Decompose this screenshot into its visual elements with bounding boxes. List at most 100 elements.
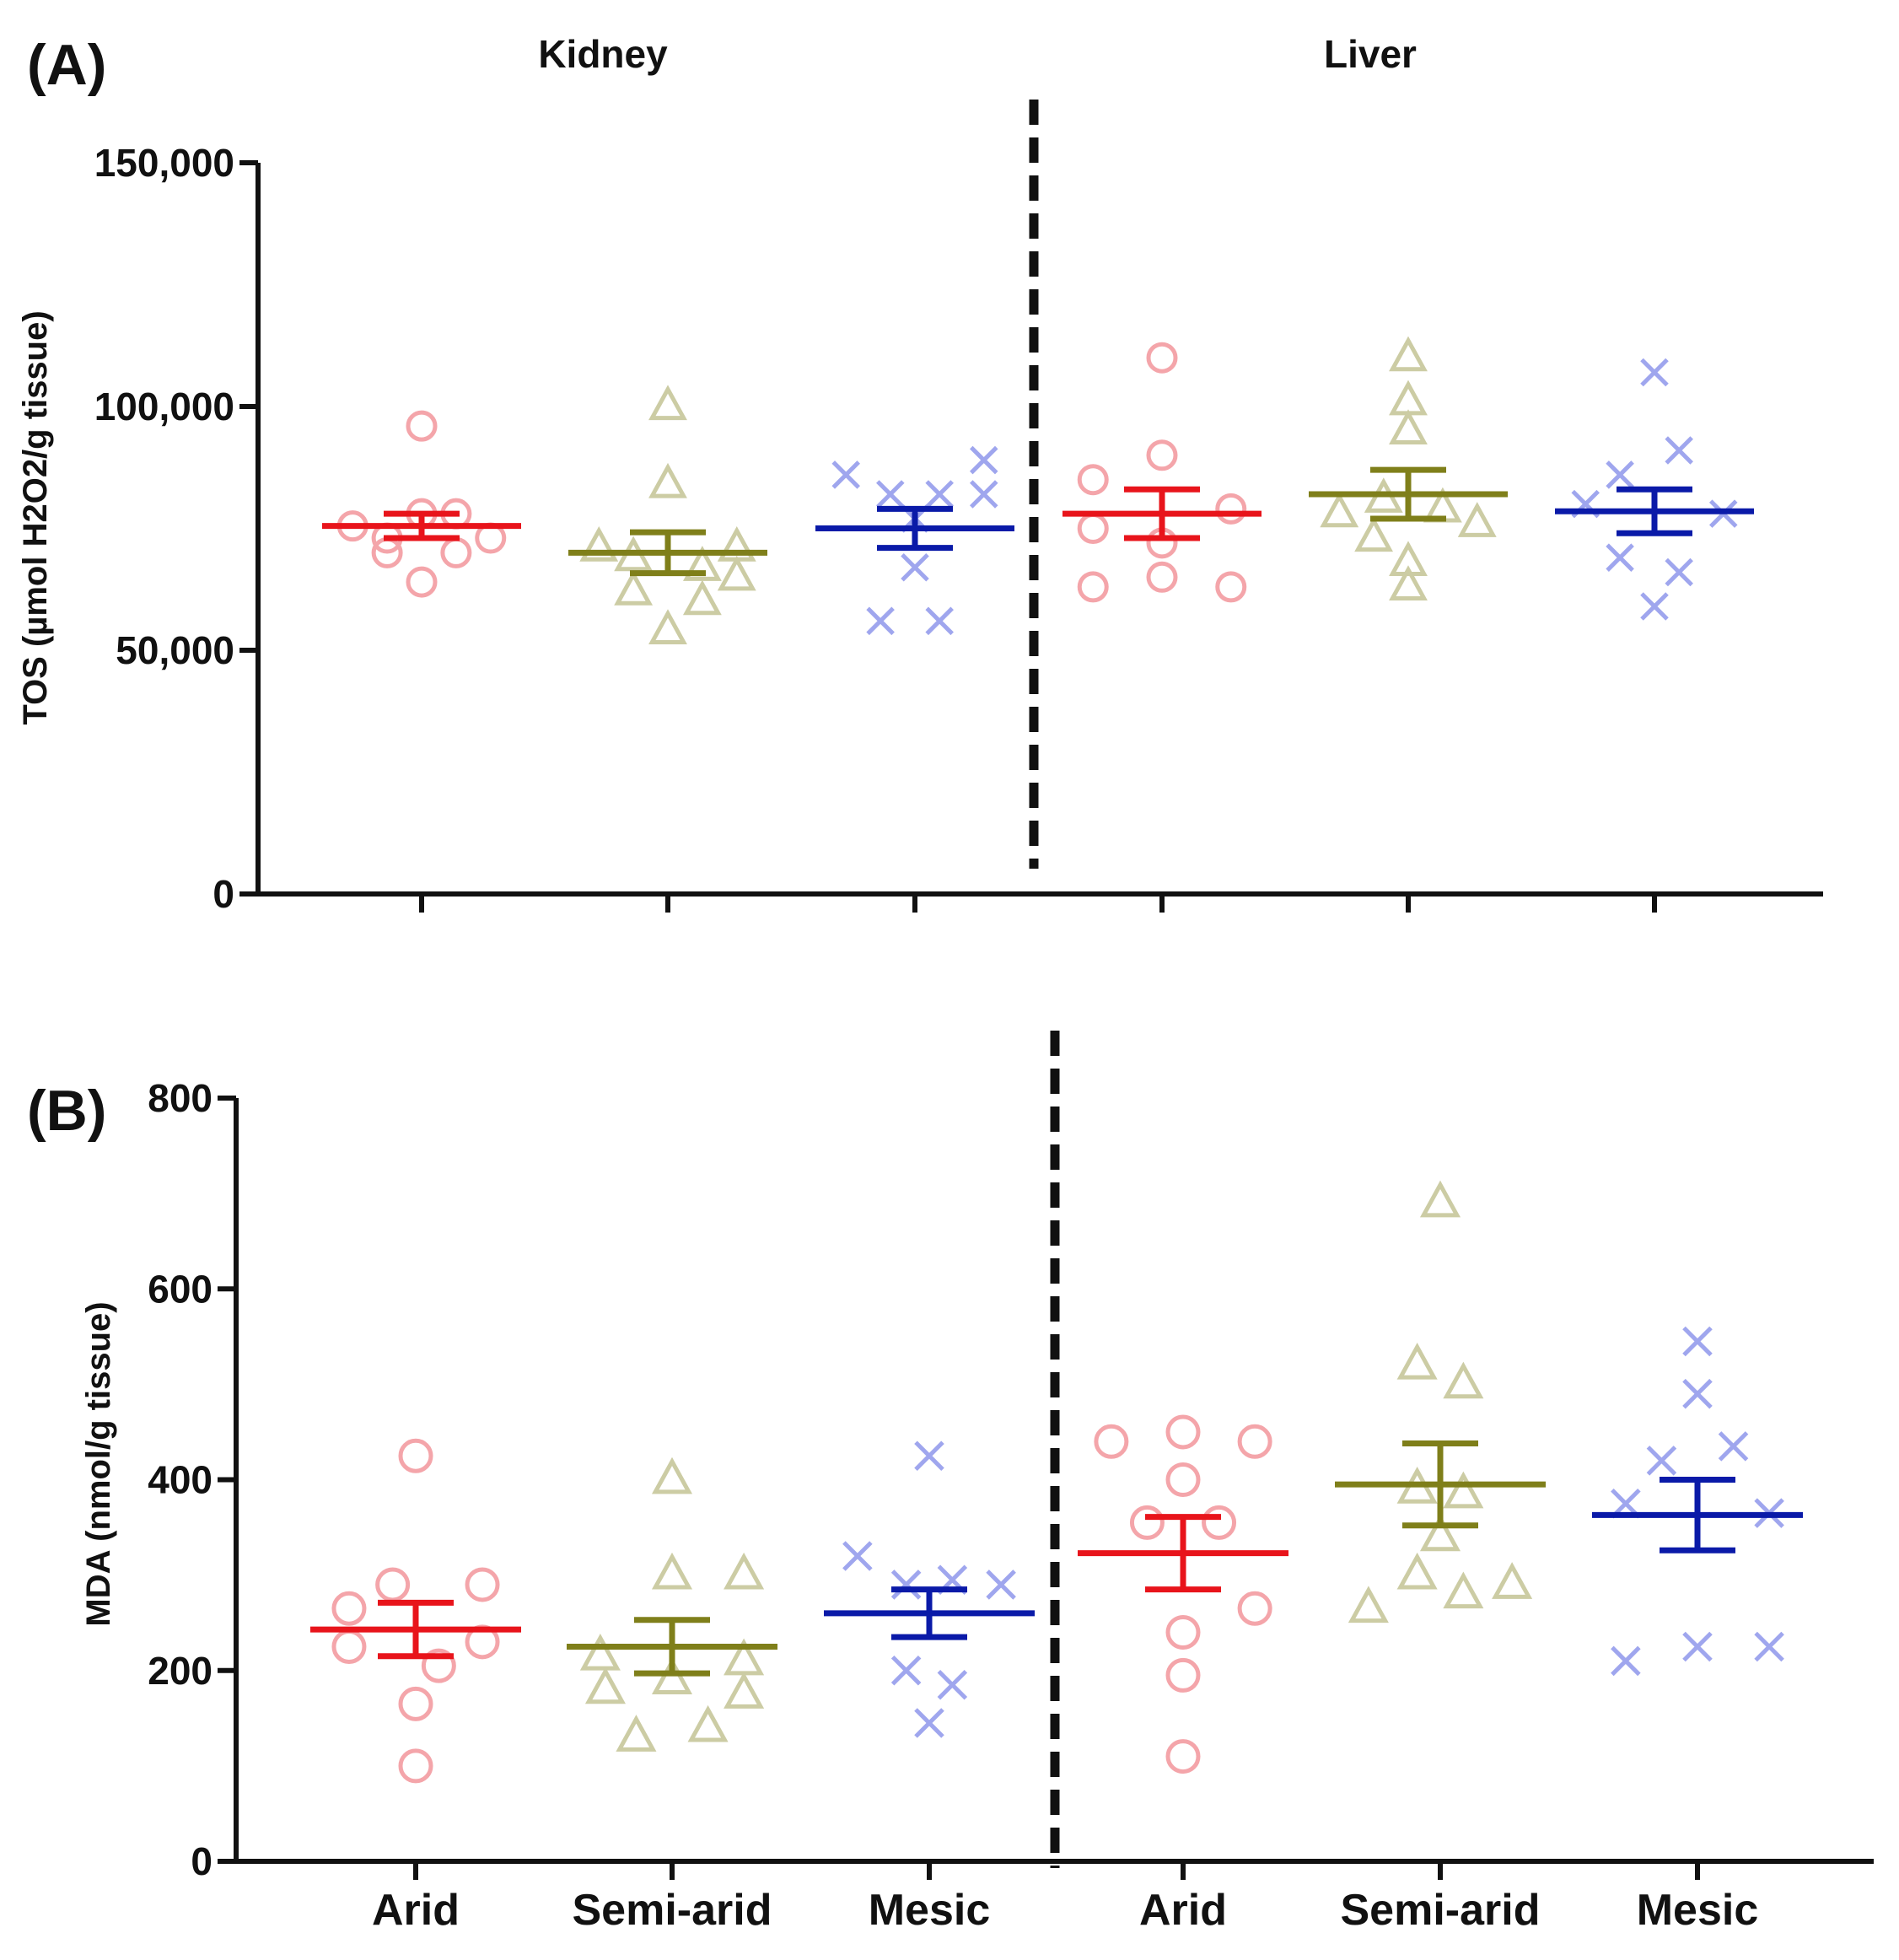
data-point-kidney-semi-arid bbox=[651, 1457, 693, 1494]
data-point-liver-arid bbox=[1215, 571, 1247, 603]
x-category-label: Semi-arid bbox=[573, 1886, 772, 1935]
data-point-kidney-semi-arid bbox=[648, 385, 687, 421]
data-point-liver-arid bbox=[1165, 1414, 1201, 1450]
data-point-kidney-arid bbox=[331, 1591, 367, 1626]
data-point-kidney-mesic bbox=[969, 480, 998, 509]
data-point-liver-arid bbox=[1165, 1657, 1201, 1693]
x-category-label: Arid bbox=[372, 1886, 460, 1935]
data-point-liver-arid bbox=[1077, 464, 1109, 496]
data-point-kidney-semi-arid bbox=[648, 462, 687, 498]
data-point-liver-semi-arid bbox=[1389, 409, 1428, 444]
data-point-kidney-arid bbox=[375, 1567, 411, 1602]
data-point-kidney-semi-arid bbox=[724, 1552, 765, 1590]
data-point-liver-semi-arid bbox=[1443, 1571, 1484, 1609]
data-point-liver-mesic bbox=[1682, 1326, 1713, 1357]
data-point-liver-mesic bbox=[1682, 1631, 1713, 1662]
y-tick-label: 200 bbox=[148, 1649, 212, 1693]
data-point-kidney-mesic bbox=[925, 606, 954, 636]
y-tick-label: 50,000 bbox=[116, 628, 234, 672]
x-category-label: Mesic bbox=[869, 1886, 991, 1935]
data-point-liver-mesic bbox=[1640, 592, 1669, 621]
data-point-kidney-arid bbox=[465, 1567, 500, 1602]
data-point-kidney-semi-arid bbox=[717, 555, 756, 591]
data-point-kidney-arid bbox=[406, 410, 438, 442]
data-point-liver-semi-arid bbox=[1396, 1552, 1438, 1590]
panel-a-tos-chart: (A) Kidney Liver 0 50,000 100,000 150,000 TOS (… bbox=[17, 32, 1823, 916]
data-point-liver-semi-arid bbox=[1492, 1562, 1533, 1599]
data-point-liver-arid bbox=[1146, 439, 1178, 471]
data-point-kidney-mesic bbox=[925, 480, 954, 509]
data-point-kidney-mesic bbox=[831, 460, 861, 489]
y-tick-label: 0 bbox=[191, 1839, 212, 1883]
data-point-liver-mesic bbox=[1682, 1378, 1713, 1409]
data-point-liver-semi-arid bbox=[1389, 336, 1428, 372]
y-tick-label: 600 bbox=[148, 1267, 212, 1311]
data-point-liver-arid bbox=[1165, 1739, 1201, 1774]
data-point-kidney-mesic bbox=[876, 480, 905, 509]
x-category-label: Arid bbox=[1139, 1886, 1227, 1935]
data-point-kidney-semi-arid bbox=[614, 570, 654, 606]
data-point-liver-arid bbox=[1202, 1505, 1237, 1540]
data-point-kidney-mesic bbox=[914, 1440, 944, 1471]
data-point-liver-semi-arid bbox=[1419, 1514, 1461, 1552]
data-point-liver-semi-arid bbox=[1348, 1586, 1389, 1623]
data-point-liver-semi-arid bbox=[1457, 502, 1497, 537]
data-point-liver-mesic bbox=[1718, 1431, 1749, 1462]
y-tick-label: 100,000 bbox=[94, 385, 234, 428]
group-header-kidney: Kidney bbox=[538, 32, 668, 76]
data-point-liver-arid bbox=[1129, 1505, 1165, 1540]
panel-label: (B) bbox=[27, 1079, 106, 1143]
data-point-kidney-arid bbox=[398, 1748, 433, 1784]
data-point-liver-arid bbox=[1077, 513, 1109, 544]
data-point-kidney-semi-arid bbox=[724, 1672, 765, 1709]
data-point-kidney-mesic bbox=[914, 1708, 944, 1738]
data-point-liver-semi-arid bbox=[1419, 1180, 1461, 1218]
data-point-liver-mesic bbox=[1646, 1446, 1677, 1476]
data-point-liver-semi-arid bbox=[1389, 565, 1428, 600]
data-point-kidney-semi-arid bbox=[579, 1633, 621, 1671]
data-point-liver-mesic bbox=[1606, 543, 1634, 572]
y-tick-label: 150,000 bbox=[94, 141, 234, 185]
data-point-liver-arid bbox=[1237, 1424, 1272, 1459]
data-point-kidney-semi-arid bbox=[584, 1667, 626, 1704]
data-point-kidney-mesic bbox=[969, 445, 998, 475]
data-point-liver-semi-arid bbox=[1443, 1361, 1484, 1399]
data-point-kidney-semi-arid bbox=[651, 1657, 693, 1694]
data-point-kidney-arid bbox=[331, 1629, 367, 1664]
data-point-kidney-mesic bbox=[890, 1570, 922, 1600]
y-tick-label: 800 bbox=[148, 1076, 212, 1120]
panel-label: (A) bbox=[27, 33, 106, 97]
data-point-kidney-arid bbox=[421, 1648, 456, 1683]
data-point-kidney-semi-arid bbox=[648, 609, 687, 644]
data-point-kidney-semi-arid bbox=[616, 1715, 657, 1752]
data-point-liver-semi-arid bbox=[1396, 1342, 1438, 1380]
data-point-kidney-mesic bbox=[937, 1669, 968, 1700]
data-point-liver-arid bbox=[1146, 561, 1178, 593]
data-point-liver-semi-arid bbox=[1320, 492, 1359, 528]
data-point-liver-mesic bbox=[1665, 436, 1693, 465]
x-category-label: Semi-arid bbox=[1341, 1886, 1541, 1935]
data-point-kidney-semi-arid bbox=[651, 1552, 693, 1590]
data-point-liver-mesic bbox=[1640, 358, 1669, 387]
data-point-kidney-semi-arid bbox=[687, 1704, 729, 1742]
data-point-kidney-mesic bbox=[842, 1541, 873, 1571]
data-point-kidney-semi-arid bbox=[579, 526, 619, 562]
data-point-kidney-semi-arid bbox=[682, 546, 722, 581]
data-point-liver-arid bbox=[1165, 1615, 1201, 1650]
data-point-liver-arid bbox=[1077, 571, 1109, 603]
data-point-kidney-arid bbox=[440, 536, 472, 568]
data-point-liver-semi-arid bbox=[1443, 1471, 1484, 1509]
data-point-liver-mesic bbox=[1665, 557, 1693, 587]
y-axis-label: MDA (nmol/g tissue) bbox=[80, 1301, 117, 1626]
data-point-liver-semi-arid bbox=[1354, 516, 1394, 552]
x-category-label: Mesic bbox=[1637, 1886, 1759, 1935]
data-point-liver-arid bbox=[1237, 1591, 1272, 1626]
data-point-liver-arid bbox=[1215, 493, 1247, 525]
data-point-liver-mesic bbox=[1754, 1631, 1784, 1662]
data-point-kidney-mesic bbox=[901, 552, 929, 582]
data-point-kidney-arid bbox=[406, 566, 438, 598]
data-point-kidney-semi-arid bbox=[682, 579, 722, 616]
data-point-kidney-arid bbox=[398, 1686, 433, 1721]
data-point-liver-arid bbox=[1165, 1462, 1201, 1497]
